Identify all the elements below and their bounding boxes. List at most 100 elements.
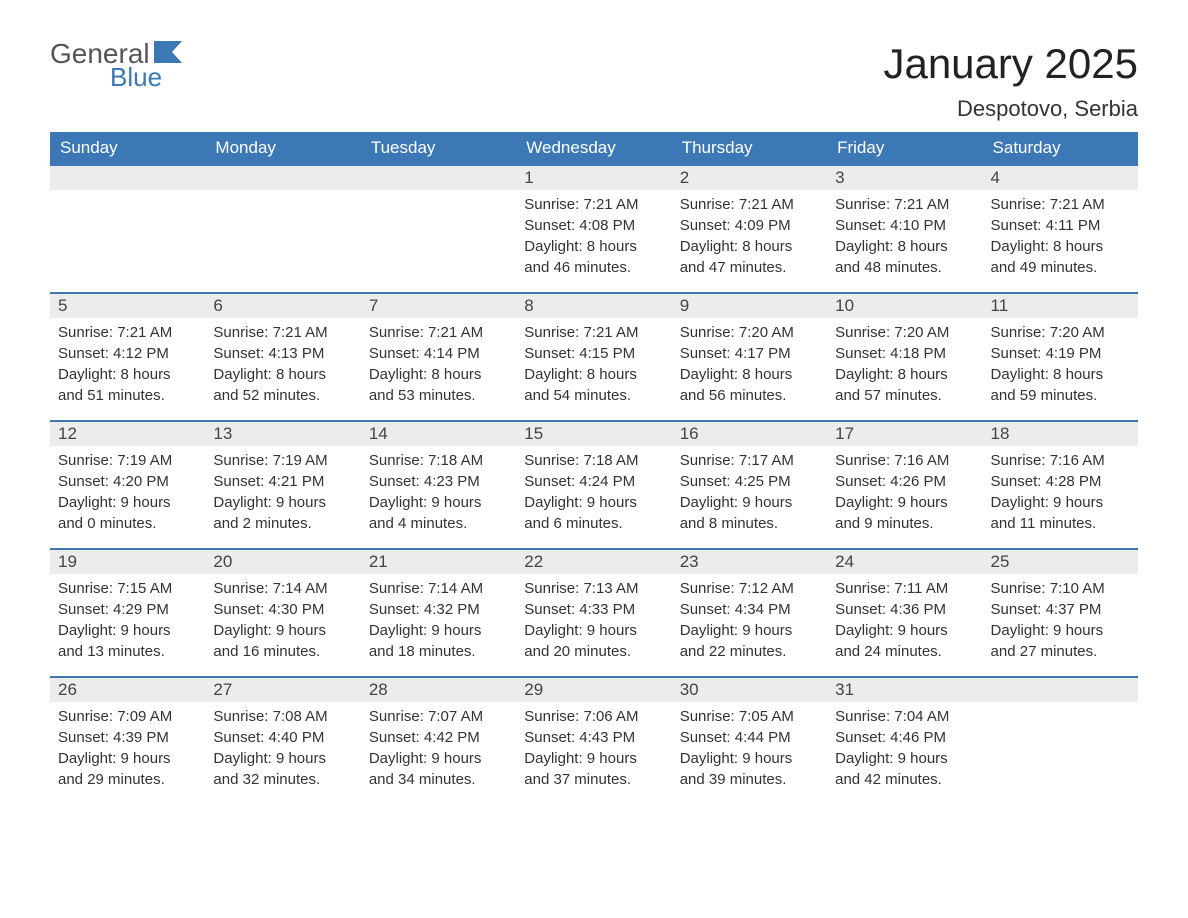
- calendar-day-cell: 12Sunrise: 7:19 AMSunset: 4:20 PMDayligh…: [50, 420, 205, 548]
- calendar-day-cell: 6Sunrise: 7:21 AMSunset: 4:13 PMDaylight…: [205, 292, 360, 420]
- day-number: 21: [361, 550, 516, 574]
- calendar-day-cell: 16Sunrise: 7:17 AMSunset: 4:25 PMDayligh…: [672, 420, 827, 548]
- day-number: 13: [205, 422, 360, 446]
- day-number-bar: 28: [361, 676, 516, 702]
- location-label: Despotovo, Serbia: [883, 96, 1138, 122]
- calendar-day-cell: 10Sunrise: 7:20 AMSunset: 4:18 PMDayligh…: [827, 292, 982, 420]
- day-content: Sunrise: 7:09 AMSunset: 4:39 PMDaylight:…: [50, 702, 205, 804]
- day-number: 27: [205, 678, 360, 702]
- calendar-day-cell: 9Sunrise: 7:20 AMSunset: 4:17 PMDaylight…: [672, 292, 827, 420]
- calendar-head: SundayMondayTuesdayWednesdayThursdayFrid…: [50, 132, 1138, 164]
- day-number: 17: [827, 422, 982, 446]
- header: General Blue January 2025 Despotovo, Ser…: [50, 40, 1138, 122]
- day-number: 6: [205, 294, 360, 318]
- day-number-bar: 17: [827, 420, 982, 446]
- calendar-day-cell: 3Sunrise: 7:21 AMSunset: 4:10 PMDaylight…: [827, 164, 982, 292]
- calendar-day-cell: 14Sunrise: 7:18 AMSunset: 4:23 PMDayligh…: [361, 420, 516, 548]
- day-content: Sunrise: 7:08 AMSunset: 4:40 PMDaylight:…: [205, 702, 360, 804]
- calendar-day-cell: 18Sunrise: 7:16 AMSunset: 4:28 PMDayligh…: [983, 420, 1138, 548]
- logo: General Blue: [50, 40, 190, 90]
- day-number: 9: [672, 294, 827, 318]
- day-content: Sunrise: 7:14 AMSunset: 4:32 PMDaylight:…: [361, 574, 516, 676]
- day-content: Sunrise: 7:20 AMSunset: 4:17 PMDaylight:…: [672, 318, 827, 420]
- calendar-week-row: 1Sunrise: 7:21 AMSunset: 4:08 PMDaylight…: [50, 164, 1138, 292]
- day-content: Sunrise: 7:20 AMSunset: 4:19 PMDaylight:…: [983, 318, 1138, 420]
- calendar-day-cell: 2Sunrise: 7:21 AMSunset: 4:09 PMDaylight…: [672, 164, 827, 292]
- day-content: Sunrise: 7:21 AMSunset: 4:12 PMDaylight:…: [50, 318, 205, 420]
- day-number-bar: 4: [983, 164, 1138, 190]
- calendar-day-cell: 24Sunrise: 7:11 AMSunset: 4:36 PMDayligh…: [827, 548, 982, 676]
- day-number: 3: [827, 166, 982, 190]
- calendar-body: 1Sunrise: 7:21 AMSunset: 4:08 PMDaylight…: [50, 164, 1138, 804]
- empty-day-bar: [983, 676, 1138, 702]
- day-number: 18: [983, 422, 1138, 446]
- calendar-week-row: 12Sunrise: 7:19 AMSunset: 4:20 PMDayligh…: [50, 420, 1138, 548]
- day-content: Sunrise: 7:12 AMSunset: 4:34 PMDaylight:…: [672, 574, 827, 676]
- day-number-bar: 19: [50, 548, 205, 574]
- day-number-bar: 10: [827, 292, 982, 318]
- day-number-bar: 27: [205, 676, 360, 702]
- calendar-week-row: 5Sunrise: 7:21 AMSunset: 4:12 PMDaylight…: [50, 292, 1138, 420]
- month-title: January 2025: [883, 40, 1138, 88]
- day-content: Sunrise: 7:17 AMSunset: 4:25 PMDaylight:…: [672, 446, 827, 548]
- day-number-bar: 30: [672, 676, 827, 702]
- title-block: January 2025 Despotovo, Serbia: [883, 40, 1138, 122]
- day-content: Sunrise: 7:19 AMSunset: 4:20 PMDaylight:…: [50, 446, 205, 548]
- day-content: Sunrise: 7:15 AMSunset: 4:29 PMDaylight:…: [50, 574, 205, 676]
- calendar-day-cell: [361, 164, 516, 292]
- day-number: 7: [361, 294, 516, 318]
- day-content: Sunrise: 7:07 AMSunset: 4:42 PMDaylight:…: [361, 702, 516, 804]
- calendar-day-cell: 20Sunrise: 7:14 AMSunset: 4:30 PMDayligh…: [205, 548, 360, 676]
- calendar-day-cell: 23Sunrise: 7:12 AMSunset: 4:34 PMDayligh…: [672, 548, 827, 676]
- day-number-bar: 12: [50, 420, 205, 446]
- calendar-day-cell: 15Sunrise: 7:18 AMSunset: 4:24 PMDayligh…: [516, 420, 671, 548]
- day-number-bar: 15: [516, 420, 671, 446]
- calendar-day-cell: 27Sunrise: 7:08 AMSunset: 4:40 PMDayligh…: [205, 676, 360, 804]
- calendar-day-cell: 19Sunrise: 7:15 AMSunset: 4:29 PMDayligh…: [50, 548, 205, 676]
- day-number-bar: 13: [205, 420, 360, 446]
- day-header: Tuesday: [361, 132, 516, 164]
- day-number: 10: [827, 294, 982, 318]
- day-number: 2: [672, 166, 827, 190]
- day-content: Sunrise: 7:21 AMSunset: 4:15 PMDaylight:…: [516, 318, 671, 420]
- day-number: 23: [672, 550, 827, 574]
- day-number-bar: 29: [516, 676, 671, 702]
- day-number-bar: 22: [516, 548, 671, 574]
- day-number-bar: 14: [361, 420, 516, 446]
- day-number: 26: [50, 678, 205, 702]
- day-number: 31: [827, 678, 982, 702]
- day-number-bar: 24: [827, 548, 982, 574]
- day-header: Friday: [827, 132, 982, 164]
- day-content: Sunrise: 7:21 AMSunset: 4:10 PMDaylight:…: [827, 190, 982, 292]
- day-number: 28: [361, 678, 516, 702]
- day-content: Sunrise: 7:05 AMSunset: 4:44 PMDaylight:…: [672, 702, 827, 804]
- day-content: Sunrise: 7:11 AMSunset: 4:36 PMDaylight:…: [827, 574, 982, 676]
- day-number: 1: [516, 166, 671, 190]
- day-content: Sunrise: 7:14 AMSunset: 4:30 PMDaylight:…: [205, 574, 360, 676]
- day-number: 5: [50, 294, 205, 318]
- day-number-bar: 18: [983, 420, 1138, 446]
- day-content: Sunrise: 7:21 AMSunset: 4:08 PMDaylight:…: [516, 190, 671, 292]
- day-content: Sunrise: 7:18 AMSunset: 4:24 PMDaylight:…: [516, 446, 671, 548]
- calendar-day-cell: 26Sunrise: 7:09 AMSunset: 4:39 PMDayligh…: [50, 676, 205, 804]
- day-content: Sunrise: 7:10 AMSunset: 4:37 PMDaylight:…: [983, 574, 1138, 676]
- calendar-day-cell: [983, 676, 1138, 804]
- day-content: Sunrise: 7:21 AMSunset: 4:13 PMDaylight:…: [205, 318, 360, 420]
- day-number-bar: 25: [983, 548, 1138, 574]
- day-number: 22: [516, 550, 671, 574]
- day-header-row: SundayMondayTuesdayWednesdayThursdayFrid…: [50, 132, 1138, 164]
- day-content: Sunrise: 7:13 AMSunset: 4:33 PMDaylight:…: [516, 574, 671, 676]
- day-header: Thursday: [672, 132, 827, 164]
- empty-day-bar: [361, 164, 516, 190]
- day-number: 15: [516, 422, 671, 446]
- day-number: 30: [672, 678, 827, 702]
- calendar-day-cell: 1Sunrise: 7:21 AMSunset: 4:08 PMDaylight…: [516, 164, 671, 292]
- calendar-day-cell: 11Sunrise: 7:20 AMSunset: 4:19 PMDayligh…: [983, 292, 1138, 420]
- day-number: 14: [361, 422, 516, 446]
- calendar-week-row: 19Sunrise: 7:15 AMSunset: 4:29 PMDayligh…: [50, 548, 1138, 676]
- day-content: Sunrise: 7:16 AMSunset: 4:28 PMDaylight:…: [983, 446, 1138, 548]
- day-number-bar: 9: [672, 292, 827, 318]
- day-number: 12: [50, 422, 205, 446]
- day-number-bar: 16: [672, 420, 827, 446]
- calendar-day-cell: 8Sunrise: 7:21 AMSunset: 4:15 PMDaylight…: [516, 292, 671, 420]
